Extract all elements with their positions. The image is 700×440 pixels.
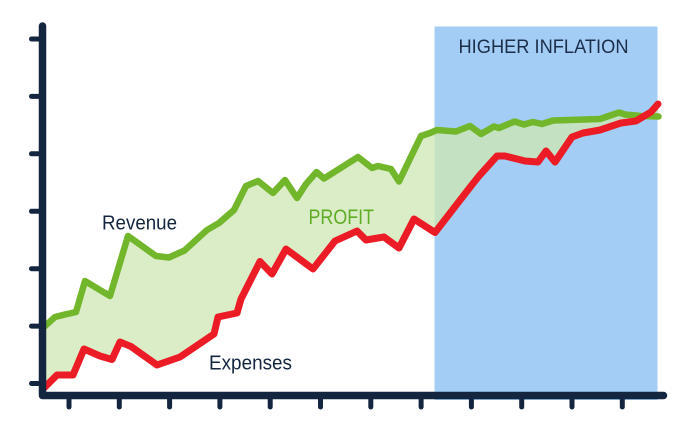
svg-text:Expenses: Expenses <box>209 352 292 374</box>
svg-text:PROFIT: PROFIT <box>309 206 375 229</box>
svg-text:HIGHER INFLATION: HIGHER INFLATION <box>459 37 629 58</box>
svg-text:Revenue: Revenue <box>102 213 177 235</box>
